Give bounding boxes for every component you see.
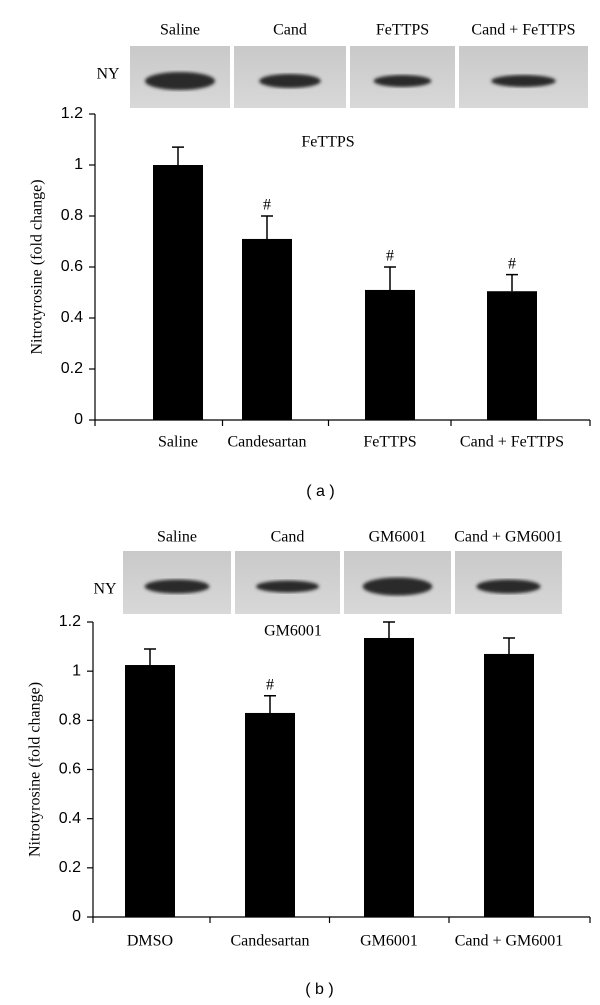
bar (242, 238, 292, 420)
y-tick-label: 0.4 (59, 810, 81, 827)
blot-band (362, 577, 433, 596)
y-tick-label: 0.8 (61, 207, 83, 224)
error-bar (144, 648, 156, 666)
y-tick-label: 0.6 (61, 258, 83, 275)
y-tick-label: 0.2 (61, 360, 83, 377)
y-axis-label: Nitrotyrosine (fold change) (29, 179, 46, 354)
x-tick-label: GM6001 (360, 933, 418, 950)
blot-band (476, 579, 541, 594)
x-tick-label: Cand + GM6001 (455, 933, 564, 950)
blot-label: Cand (273, 22, 307, 39)
blot-label: Cand + GM6001 (454, 529, 563, 546)
error-bar (261, 215, 273, 239)
significance-mark: # (266, 676, 274, 693)
y-tick-label: 0 (72, 908, 81, 925)
x-tick-label: Candesartan (230, 933, 309, 950)
bar (364, 637, 414, 917)
blot-row-label: NY (93, 581, 117, 598)
y-tick-label: 0.6 (59, 761, 81, 778)
panel-label: ( b ) (305, 981, 333, 998)
y-tick-label: 1 (72, 662, 81, 679)
blot-row-label: NY (96, 66, 120, 83)
blot-band (373, 75, 432, 87)
bar (245, 712, 295, 917)
annotation: GM6001 (264, 623, 322, 640)
error-bar (172, 146, 184, 165)
blot-band (491, 75, 556, 87)
blot-label: Cand + FeTTPS (471, 22, 575, 39)
y-tick-label: 1.2 (59, 613, 81, 630)
y-tick-label: 0.2 (59, 859, 81, 876)
error-bar (503, 637, 515, 654)
bar (365, 289, 415, 420)
blot-label: Saline (160, 22, 200, 39)
y-axis-label: Nitrotyrosine (fold change) (27, 682, 44, 857)
y-tick-label: 1.2 (61, 105, 83, 122)
significance-mark: # (263, 197, 271, 214)
blot-band (256, 580, 319, 593)
error-bar (506, 273, 518, 292)
blot-label: Cand (271, 529, 305, 546)
bar (487, 291, 537, 420)
bar (125, 665, 175, 917)
panel-label: ( a ) (306, 483, 334, 500)
bar (153, 165, 203, 420)
blot-label: GM6001 (369, 529, 427, 546)
error-bar (264, 695, 276, 713)
x-tick-label: Cand + FeTTPS (460, 434, 564, 451)
annotation: FeTTPS (301, 134, 354, 151)
blot-band (145, 72, 215, 90)
blot-band (144, 579, 210, 594)
blot-band (259, 74, 321, 88)
y-tick-label: 0.4 (61, 309, 83, 326)
significance-mark: # (386, 248, 394, 265)
y-tick-label: 0 (74, 411, 83, 428)
error-bar (383, 621, 395, 638)
x-tick-label: Saline (158, 434, 198, 451)
blot-label: Saline (157, 529, 197, 546)
x-tick-label: FeTTPS (363, 434, 416, 451)
blot-label: FeTTPS (376, 22, 429, 39)
bar (484, 653, 534, 917)
x-tick-label: Candesartan (227, 434, 306, 451)
y-tick-label: 1 (74, 156, 83, 173)
significance-mark: # (508, 255, 516, 272)
y-tick-label: 0.8 (59, 712, 81, 729)
x-tick-label: DMSO (127, 933, 173, 950)
error-bar (384, 266, 396, 290)
